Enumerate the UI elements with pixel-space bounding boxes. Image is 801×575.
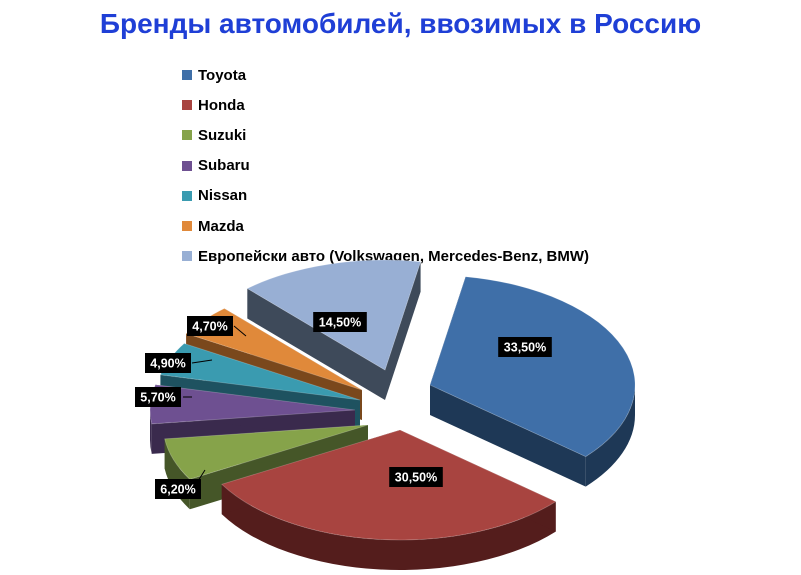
data-label-box xyxy=(145,353,191,373)
legend-item-toyota: Toyota xyxy=(182,60,589,90)
data-label-box xyxy=(313,312,367,332)
pie-slice-wall xyxy=(247,288,385,400)
legend-swatch xyxy=(182,130,192,141)
data-label-4: 4,90% xyxy=(150,357,185,371)
pie-slice-1 xyxy=(221,429,557,541)
pie-data-labels: 33,50% 30,50% 6,20% 5,70% 4,90% 4,70% 14,50% xyxy=(135,312,552,499)
chart-legend: Toyota Honda Suzuki Subaru Nissan Mazda … xyxy=(182,60,589,271)
legend-label: Mazda xyxy=(198,217,244,235)
data-label-6: 14,50% xyxy=(319,316,361,330)
legend-label: Nissan xyxy=(198,187,248,205)
data-label-1: 30,50% xyxy=(395,471,437,485)
pie-slice-side xyxy=(221,484,556,570)
data-label-leader xyxy=(233,325,247,337)
legend-label: Subaru xyxy=(198,157,250,175)
legend-label: Suzuki xyxy=(198,126,247,144)
legend-item-european: Европейски авто (Volkswagen, Mercedes-Be… xyxy=(182,241,589,271)
data-label-box xyxy=(389,467,443,487)
pie-slice-wall xyxy=(430,385,586,487)
data-label-box xyxy=(155,479,201,499)
legend-label: Honda xyxy=(198,96,245,114)
legend-item-honda: Honda xyxy=(182,90,589,120)
data-label-2: 6,20% xyxy=(160,483,195,497)
data-label-box xyxy=(498,337,552,357)
legend-swatch xyxy=(182,70,192,81)
pie-slice-side xyxy=(585,385,636,487)
data-label-box xyxy=(135,387,181,407)
legend-item-suzuki: Suzuki xyxy=(182,120,589,150)
legend-item-subaru: Subaru xyxy=(182,151,589,181)
legend-swatch xyxy=(182,251,192,262)
pie-slice-wall xyxy=(385,261,421,400)
legend-swatch xyxy=(182,160,192,171)
legend-swatch xyxy=(182,100,192,111)
chart-title: Бренды автомобилей, ввозимых в Россию xyxy=(99,8,702,39)
data-label-3: 5,70% xyxy=(140,391,175,405)
legend-swatch xyxy=(182,190,192,201)
pie-slice-side xyxy=(150,410,152,454)
data-label-0: 33,50% xyxy=(504,341,546,355)
legend-item-mazda: Mazda xyxy=(182,211,589,241)
legend-label: Европейски авто (Volkswagen, Mercedes-Be… xyxy=(198,247,590,265)
legend-item-nissan: Nissan xyxy=(182,181,589,211)
data-label-5: 4,70% xyxy=(192,320,227,334)
legend-label: Toyota xyxy=(198,66,247,84)
data-label-leader xyxy=(191,359,213,364)
pie-slice-0 xyxy=(429,276,636,458)
legend-swatch xyxy=(182,221,192,232)
data-label-box xyxy=(187,316,233,336)
